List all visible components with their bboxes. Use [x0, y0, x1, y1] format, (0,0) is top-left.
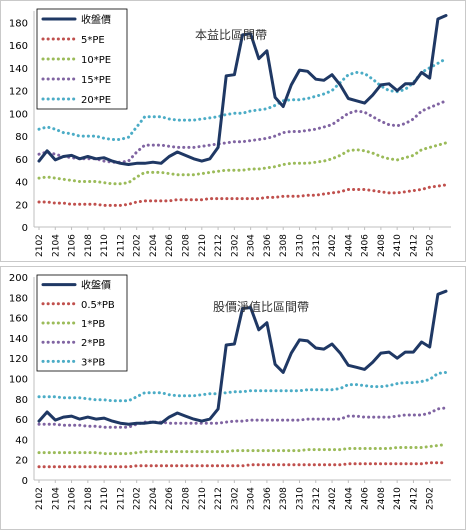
- legend-label-3: 15*PE: [81, 75, 111, 86]
- y-tick-label: 80: [15, 395, 28, 406]
- x-tick-label: 2410: [393, 234, 403, 257]
- x-tick-label: 2106: [68, 234, 78, 257]
- x-tick-label: 2404: [344, 487, 354, 510]
- x-tick-label: 2208: [182, 234, 192, 257]
- legend-label-3: 2*PB: [81, 338, 105, 349]
- legend-label-0: 收盤價: [81, 13, 111, 26]
- x-tick-label: 2106: [68, 487, 78, 510]
- x-tick-label: 2212: [214, 234, 224, 257]
- x-tick-label: 2310: [295, 234, 305, 257]
- y-tick-label: 80: [15, 132, 28, 143]
- x-tick-label: 2404: [344, 234, 354, 257]
- y-tick-label: 120: [9, 87, 28, 98]
- legend-label-1: 5*PE: [81, 35, 105, 46]
- series-line-1: [37, 461, 448, 469]
- x-tick-label: 2302: [230, 487, 240, 510]
- x-tick-label: 2402: [328, 234, 338, 257]
- x-tick-label: 2108: [84, 487, 94, 510]
- series-line-2: [37, 443, 448, 456]
- y-tick-label: 100: [9, 375, 28, 386]
- x-tick-label: 2110: [100, 234, 110, 257]
- legend-label-1: 0.5*PB: [81, 300, 115, 311]
- series-line-4: [37, 370, 448, 403]
- x-tick-label: 2502: [426, 487, 436, 510]
- pe-band-chart: 0 20 40 60 80 100 120 140 160 180 2102 2104 2106 2108…: [0, 0, 466, 262]
- y-tick-label: 20: [15, 456, 28, 467]
- series-line-1: [37, 183, 448, 207]
- x-tick-label: 2208: [182, 487, 192, 510]
- x-tick-label: 2110: [100, 487, 110, 510]
- x-tick-label: 2302: [230, 234, 240, 257]
- y-tick-label: 180: [9, 293, 28, 304]
- x-tick-label: 2408: [377, 487, 387, 510]
- y-tick-label: 0: [22, 476, 28, 487]
- series-line-0: [37, 14, 448, 166]
- pb-band-chart-svg: 0 20 40 60 80 100 120 140 160 180 200 2102 2104 2106 2…: [9, 273, 451, 510]
- x-tick-label: 2402: [328, 487, 338, 510]
- y-tick-label: 160: [9, 314, 28, 325]
- chart-title: 本益比區間帶: [195, 28, 267, 42]
- series-line-3: [37, 99, 448, 164]
- x-tick-label: 2202: [133, 234, 143, 257]
- x-tick-label: 2112: [116, 487, 126, 510]
- x-tick-label: 2102: [35, 234, 45, 257]
- x-tick-label: 2406: [361, 487, 371, 510]
- x-tick-label: 2104: [51, 234, 61, 257]
- legend-label-0: 收盤價: [81, 279, 111, 292]
- x-tick-label: 2304: [247, 487, 257, 510]
- series-line-4: [37, 57, 448, 141]
- legend-label-4: 3*PB: [81, 357, 105, 368]
- x-tick-label: 2312: [312, 234, 322, 257]
- y-tick-label: 100: [9, 109, 28, 120]
- y-tick-label: 140: [9, 64, 28, 75]
- x-tick-label: 2102: [35, 487, 45, 510]
- x-tick-label: 2310: [295, 487, 305, 510]
- x-tick-label: 2202: [133, 487, 143, 510]
- x-tick-label: 2306: [263, 234, 273, 257]
- y-tick-label: 160: [9, 41, 28, 52]
- series-line-2: [37, 141, 448, 186]
- y-tick-label: 140: [9, 334, 28, 345]
- x-tick-label: 2308: [279, 487, 289, 510]
- legend-label-2: 10*PE: [81, 55, 111, 66]
- legend-label-4: 20*PE: [81, 95, 111, 106]
- x-tick-label: 2206: [165, 487, 175, 510]
- series-line-0: [37, 289, 448, 426]
- pe-band-chart-svg: 0 20 40 60 80 100 120 140 160 180 2102 2104 2106 2108…: [9, 8, 451, 257]
- x-tick-label: 2204: [149, 487, 159, 510]
- x-tick-label: 2210: [198, 487, 208, 510]
- x-tick-label: 2502: [426, 234, 436, 257]
- y-tick-label: 40: [15, 178, 28, 189]
- x-tick-label: 2412: [409, 234, 419, 257]
- y-tick-label: 60: [15, 415, 28, 426]
- x-tick-label: 2108: [84, 234, 94, 257]
- pb-band-chart: 0 20 40 60 80 100 120 140 160 180 200 2102 2104 2106 2…: [0, 266, 466, 530]
- x-tick-label: 2408: [377, 234, 387, 257]
- legend-label-2: 1*PB: [81, 319, 105, 330]
- x-tick-label: 2406: [361, 234, 371, 257]
- y-tick-label: 0: [22, 223, 28, 234]
- y-tick-label: 60: [15, 155, 28, 166]
- x-tick-label: 2204: [149, 234, 159, 257]
- x-tick-label: 2410: [393, 487, 403, 510]
- y-tick-label: 20: [15, 200, 28, 211]
- y-tick-label: 200: [9, 273, 28, 284]
- x-tick-label: 2306: [263, 487, 273, 510]
- y-tick-label: 180: [9, 18, 28, 29]
- y-tick-label: 120: [9, 354, 28, 365]
- x-tick-label: 2308: [279, 234, 289, 257]
- x-tick-label: 2104: [51, 487, 61, 510]
- x-tick-label: 2312: [312, 487, 322, 510]
- x-tick-label: 2412: [409, 487, 419, 510]
- x-tick-label: 2212: [214, 487, 224, 510]
- y-tick-label: 40: [15, 435, 28, 446]
- x-tick-label: 2112: [116, 234, 126, 257]
- x-tick-label: 2210: [198, 234, 208, 257]
- series-line-3: [37, 406, 448, 429]
- chart-title: 股價淨值比區間帶: [213, 299, 309, 314]
- x-tick-label: 2304: [247, 234, 257, 257]
- x-tick-label: 2206: [165, 234, 175, 257]
